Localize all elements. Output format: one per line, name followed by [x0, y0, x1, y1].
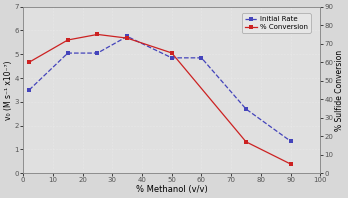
% Conversion	[170, 52, 174, 54]
Legend: Initial Rate, % Conversion: Initial Rate, % Conversion	[242, 13, 311, 33]
Initial Rate	[66, 52, 70, 54]
Initial Rate	[244, 108, 248, 110]
Initial Rate	[125, 35, 129, 38]
Initial Rate	[27, 89, 31, 91]
Y-axis label: % Sulfide Conversion: % Sulfide Conversion	[335, 50, 344, 130]
Initial Rate	[199, 57, 204, 59]
X-axis label: % Methanol (v/v): % Methanol (v/v)	[136, 185, 208, 194]
Y-axis label: v₀ (M s⁻¹ x10⁻⁷): v₀ (M s⁻¹ x10⁻⁷)	[4, 60, 13, 120]
Line: % Conversion: % Conversion	[27, 33, 292, 166]
% Conversion	[95, 33, 100, 36]
% Conversion	[66, 39, 70, 41]
Line: Initial Rate: Initial Rate	[27, 35, 292, 143]
Initial Rate	[170, 57, 174, 59]
% Conversion	[244, 141, 248, 143]
% Conversion	[125, 37, 129, 39]
% Conversion	[27, 61, 31, 63]
% Conversion	[288, 163, 293, 165]
Initial Rate	[95, 52, 100, 54]
Initial Rate	[288, 140, 293, 142]
